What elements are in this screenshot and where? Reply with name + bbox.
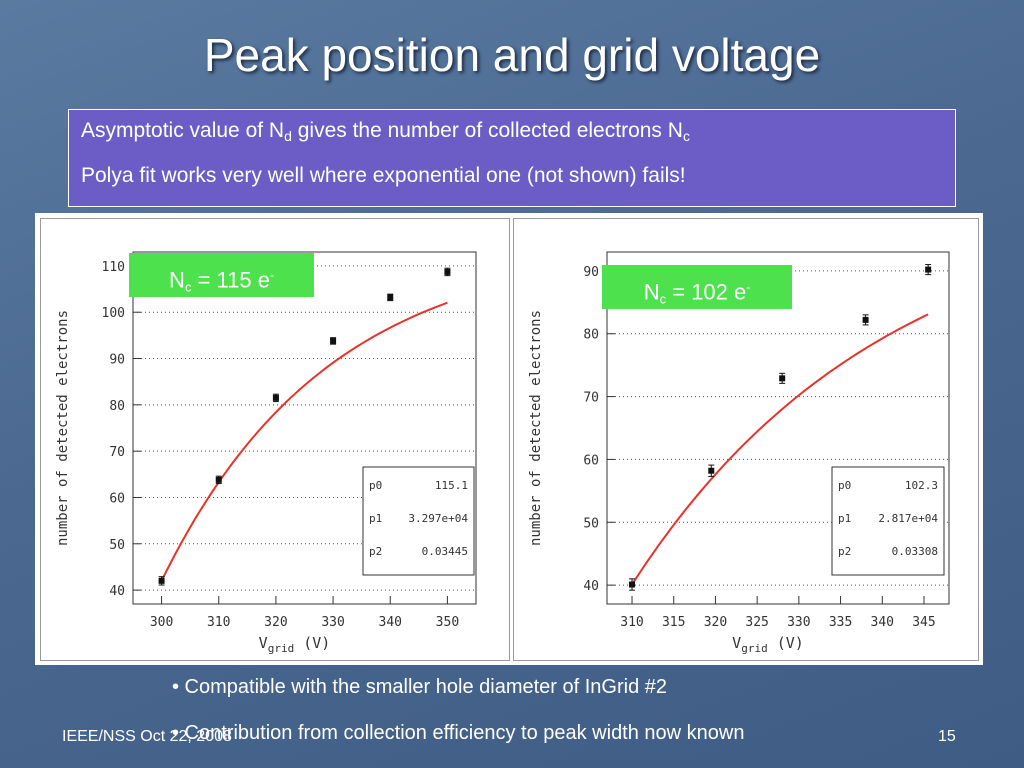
badge-sup: - xyxy=(746,280,751,294)
footer-page-number: 15 xyxy=(938,728,956,745)
subscript-d: d xyxy=(284,128,292,144)
data-point xyxy=(272,394,279,401)
badge-text: = 102 e xyxy=(666,279,747,305)
nc-badge-left: Nc = 115 e- xyxy=(129,253,314,297)
x-tick-label: 320 xyxy=(264,615,287,630)
x-axis-label: Vgrid (V) xyxy=(259,634,331,655)
x-tick-label: 330 xyxy=(321,615,344,630)
data-point xyxy=(330,337,337,344)
fit-param-value: 2.817e+04 xyxy=(878,512,938,525)
data-point xyxy=(629,581,636,588)
data-point xyxy=(862,316,869,323)
x-tick-label: 340 xyxy=(871,615,894,630)
y-tick-label: 100 xyxy=(102,306,125,321)
fit-param-name: p0 xyxy=(369,479,382,492)
x-axis-label-sub: grid xyxy=(268,642,295,655)
badge-text: N xyxy=(643,279,660,305)
data-point xyxy=(387,294,394,301)
x-tick-label: 300 xyxy=(150,615,173,630)
x-tick-label: 315 xyxy=(662,615,685,630)
y-tick-label: 60 xyxy=(583,453,599,468)
fit-param-value: 0.03445 xyxy=(422,545,468,558)
badge-sub: c xyxy=(659,291,667,307)
info-line-2: Polya fit works very well where exponent… xyxy=(81,164,686,187)
info-textbox: Asymptotic value of Nd gives the number … xyxy=(68,109,956,207)
data-point xyxy=(444,268,451,275)
fit-curve xyxy=(160,301,448,582)
fit-stats-box xyxy=(362,466,475,576)
y-tick-label: 90 xyxy=(109,353,125,368)
y-tick-label: 80 xyxy=(109,399,125,414)
fit-param-value: 115.1 xyxy=(435,479,468,492)
x-tick-label: 320 xyxy=(704,615,727,630)
y-tick-label: 40 xyxy=(109,584,125,599)
y-tick-label: 40 xyxy=(583,579,599,594)
x-axis-label-main: V xyxy=(732,634,741,652)
bullet-2: • Contribution from collection efficienc… xyxy=(172,722,745,744)
x-tick-label: 325 xyxy=(745,615,768,630)
x-axis-label-unit: (V) xyxy=(294,634,330,652)
y-tick-label: 70 xyxy=(583,391,599,406)
fit-stats-box xyxy=(831,466,945,576)
x-tick-label: 350 xyxy=(436,615,459,630)
fit-param-name: p2 xyxy=(838,545,851,558)
y-axis-label: number of detected electrons xyxy=(528,310,544,546)
data-point xyxy=(708,467,715,474)
fit-param-value: 3.297e+04 xyxy=(408,512,468,525)
y-tick-label: 110 xyxy=(102,260,125,275)
badge-text: = 115 e xyxy=(191,267,270,293)
subscript-c: c xyxy=(682,128,690,144)
bullet-1: • Compatible with the smaller hole diame… xyxy=(172,676,668,698)
fit-param-value: 0.03308 xyxy=(892,545,938,558)
y-tick-label: 80 xyxy=(583,328,599,343)
figure-area: 40 50 60 70 80 90 100 110 300 310 320 330 340 350 Vgri… xyxy=(35,213,983,665)
x-tick-label: 330 xyxy=(787,615,810,630)
y-tick-label: 60 xyxy=(109,491,125,506)
x-tick-label: 310 xyxy=(620,615,643,630)
data-point xyxy=(925,266,932,273)
plot-frame xyxy=(132,251,477,605)
data-point xyxy=(158,577,165,584)
fit-param-name: p1 xyxy=(838,512,851,525)
badge-text: N xyxy=(169,267,185,293)
x-axis-label-sub: grid xyxy=(741,642,768,655)
badge-sup: - xyxy=(269,268,274,282)
y-tick-label: 50 xyxy=(109,538,125,553)
y-tick-label: 70 xyxy=(109,445,125,460)
x-axis-label: Vgrid (V) xyxy=(732,634,804,655)
x-tick-label: 335 xyxy=(829,615,852,630)
data-point xyxy=(215,476,222,483)
y-tick-label: 90 xyxy=(583,265,599,280)
fit-param-name: p2 xyxy=(369,545,382,558)
info-line-1-part: gives the number of collected electrons … xyxy=(291,119,683,142)
info-line-1: Asymptotic value of Nd gives the number … xyxy=(81,120,955,143)
slide-title: Peak position and grid voltage xyxy=(203,29,821,81)
plot-frame xyxy=(606,251,950,605)
data-point xyxy=(779,375,786,382)
x-tick-label: 310 xyxy=(207,615,230,630)
x-tick-label: 345 xyxy=(912,615,935,630)
footer-conference: IEEE/NSS Oct 22, 2008 xyxy=(62,728,232,745)
right-chart: 40 50 60 70 80 90 310 315 320 325 330 335 340 345 Vgri… xyxy=(528,251,950,655)
fit-curve xyxy=(631,313,929,586)
y-axis-label: number of detected electrons xyxy=(55,310,71,546)
y-tick-label: 50 xyxy=(583,516,599,531)
x-tick-label: 340 xyxy=(379,615,402,630)
left-chart: 40 50 60 70 80 90 100 110 300 310 320 330 340 350 Vgri… xyxy=(55,251,477,655)
x-axis-label-main: V xyxy=(259,634,268,652)
fit-param-name: p1 xyxy=(369,512,382,525)
badge-sub: c xyxy=(184,279,192,295)
fit-param-name: p0 xyxy=(838,479,851,492)
x-axis-label-unit: (V) xyxy=(768,634,804,652)
fit-param-value: 102.3 xyxy=(905,479,938,492)
info-line-1-part: Asymptotic value of N xyxy=(81,119,285,142)
nc-badge-right: Nc = 102 e- xyxy=(602,265,792,309)
